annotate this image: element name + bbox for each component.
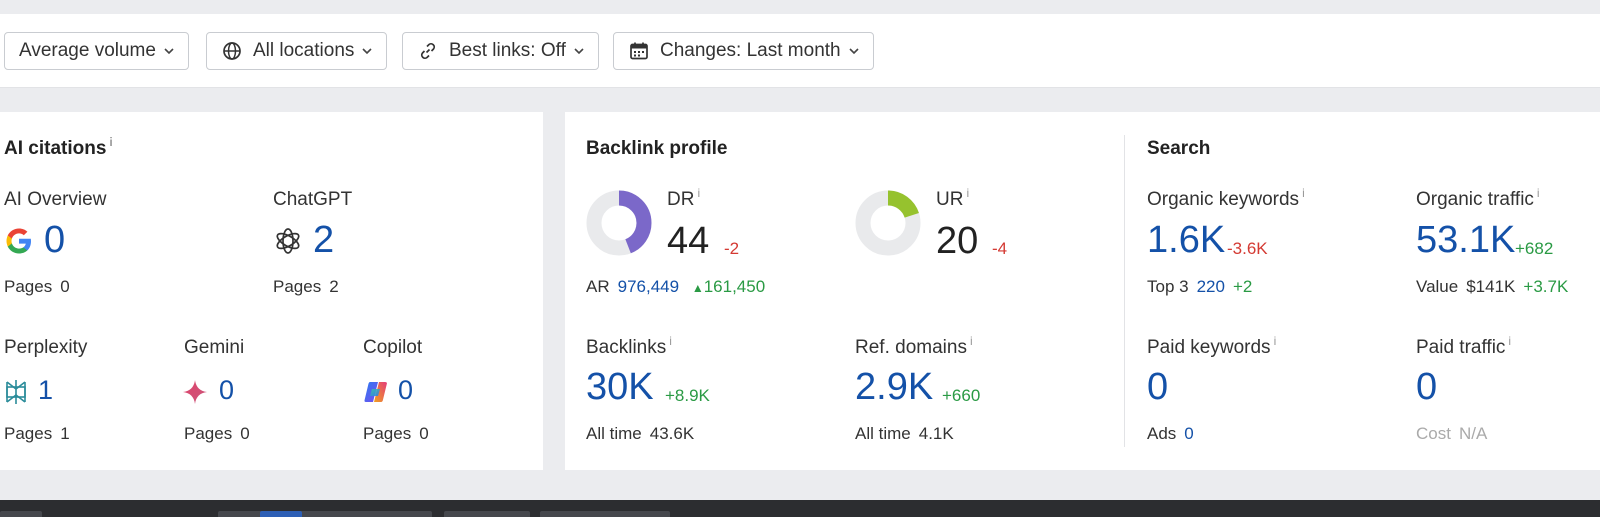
backlink-profile-title: Backlink profile xyxy=(586,138,728,159)
top3-value[interactable]: 220 xyxy=(1196,277,1225,296)
chevron-down-icon xyxy=(164,46,174,56)
top3-row: Top 3 220 +2 xyxy=(1147,277,1253,296)
ur-label: UR i xyxy=(936,186,970,210)
paid-traffic-label: Paid traffic i xyxy=(1416,334,1512,358)
toolbar-segment-active[interactable] xyxy=(260,511,302,517)
backlinks-alltime: All time 43.6K xyxy=(586,424,695,443)
google-icon xyxy=(4,226,34,256)
changes-period-dropdown[interactable]: Changes: Last month xyxy=(613,32,874,70)
ur-change: -4 xyxy=(992,239,1008,258)
calendar-icon xyxy=(628,40,650,62)
perplexity-value[interactable]: 1 xyxy=(38,375,54,405)
organic-keywords-value[interactable]: 1.6K xyxy=(1147,219,1226,261)
backlinks-change: +8.9K xyxy=(665,386,710,405)
traffic-value-row: Value $141K +3.7K xyxy=(1416,277,1569,296)
filter-label: Best links: Off xyxy=(449,40,566,61)
copilot-value[interactable]: 0 xyxy=(398,375,414,405)
filter-label: All locations xyxy=(253,40,355,61)
ar-change: ▲161,450 xyxy=(691,277,766,296)
ur-donut-chart xyxy=(855,188,921,258)
ads-row: Ads 0 xyxy=(1147,424,1194,443)
info-icon[interactable]: i xyxy=(966,186,970,200)
backlinks-value[interactable]: 30K xyxy=(586,366,654,408)
ref-domains-value[interactable]: 2.9K xyxy=(855,366,934,408)
dr-value: 44 xyxy=(667,220,710,262)
organic-traffic-change: +682 xyxy=(1515,239,1554,258)
chevron-down-icon xyxy=(849,46,859,56)
perplexity-icon xyxy=(4,379,28,405)
info-icon[interactable]: i xyxy=(969,334,973,348)
organic-keywords-label: Organic keywords i xyxy=(1147,186,1305,210)
average-volume-dropdown[interactable]: Average volume xyxy=(4,32,189,70)
cost-row: Cost N/A xyxy=(1416,424,1488,443)
perplexity-label: Perplexity xyxy=(4,337,88,358)
backlinks-label: Backlinks i xyxy=(586,334,672,358)
backlink-search-card xyxy=(565,112,1600,470)
info-icon[interactable]: i xyxy=(669,334,672,348)
copilot-pages: Pages 0 xyxy=(363,424,429,443)
best-links-dropdown[interactable]: Best links: Off xyxy=(402,32,599,70)
filter-label: Changes: Last month xyxy=(660,40,841,61)
ref-domains-alltime: All time 4.1K xyxy=(855,424,954,443)
paid-traffic-value[interactable]: 0 xyxy=(1416,366,1438,408)
info-icon[interactable]: i xyxy=(697,186,701,200)
chevron-down-icon xyxy=(362,46,372,56)
chatgpt-pages: Pages 2 xyxy=(273,277,339,296)
toolbar-segment[interactable] xyxy=(540,511,670,517)
ref-domains-change: +660 xyxy=(942,386,981,405)
ar-row: AR 976,449 ▲161,450 xyxy=(586,277,766,296)
paid-keywords-value[interactable]: 0 xyxy=(1147,366,1169,408)
info-icon[interactable]: i xyxy=(1508,334,1512,348)
top3-change: +2 xyxy=(1232,277,1253,296)
search-title: Search xyxy=(1147,138,1211,159)
info-icon[interactable]: i xyxy=(1273,334,1277,348)
ai-citations-card xyxy=(0,112,543,470)
info-icon[interactable]: i xyxy=(1536,186,1540,200)
toolbar-segment[interactable] xyxy=(0,511,42,517)
ai-overview-pages: Pages 0 xyxy=(4,277,70,296)
chatgpt-label: ChatGPT xyxy=(273,189,353,210)
ur-value: 20 xyxy=(936,220,979,262)
ads-value[interactable]: 0 xyxy=(1184,424,1194,443)
ai-overview-value[interactable]: 0 xyxy=(44,219,66,261)
perplexity-pages: Pages 1 xyxy=(4,424,70,443)
info-icon[interactable]: i xyxy=(109,135,113,149)
filter-label: Average volume xyxy=(19,40,156,61)
chatgpt-icon xyxy=(273,226,303,256)
dr-change: -2 xyxy=(724,239,740,258)
info-icon[interactable]: i xyxy=(1302,186,1305,200)
organic-keywords-change: -3.6K xyxy=(1227,239,1268,258)
gemini-value[interactable]: 0 xyxy=(219,375,235,405)
card-divider xyxy=(1124,135,1125,447)
organic-traffic-label: Organic traffic i xyxy=(1416,186,1540,210)
toolbar-segment[interactable] xyxy=(444,511,530,517)
dr-donut-chart xyxy=(586,188,652,258)
locations-dropdown[interactable]: All locations xyxy=(206,32,388,70)
chatgpt-value[interactable]: 2 xyxy=(313,219,335,261)
ai-overview-label: AI Overview xyxy=(4,189,107,210)
copilot-label: Copilot xyxy=(363,337,423,358)
globe-icon xyxy=(221,40,243,62)
ai-citations-title: AI citations i xyxy=(4,135,113,159)
ref-domains-label: Ref. domains i xyxy=(855,334,973,358)
ar-value[interactable]: 976,449 xyxy=(617,277,680,296)
organic-traffic-value[interactable]: 53.1K xyxy=(1416,219,1516,261)
paid-keywords-label: Paid keywords i xyxy=(1147,334,1277,358)
triangle-up-icon: ▲ xyxy=(691,281,704,295)
toolbar-segment[interactable] xyxy=(218,511,432,517)
chevron-down-icon xyxy=(574,46,584,56)
gemini-label: Gemini xyxy=(184,337,245,358)
gemini-icon xyxy=(182,379,208,405)
link-icon xyxy=(417,40,439,62)
gemini-pages: Pages 0 xyxy=(184,424,250,443)
dr-label: DR i xyxy=(667,186,701,210)
copilot-icon xyxy=(363,380,389,404)
